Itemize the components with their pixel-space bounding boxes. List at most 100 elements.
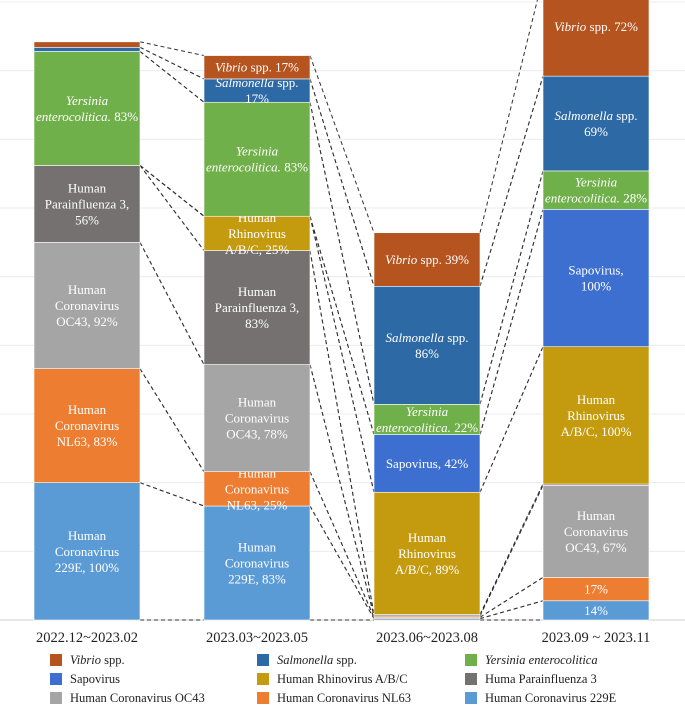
connector-line bbox=[479, 600, 544, 620]
bar-segment-vibrio-spp bbox=[203, 55, 311, 80]
data-label: Human Parainfluenza 3, 83% bbox=[215, 284, 299, 331]
data-label: Human Coronavirus OC43, 92% bbox=[55, 282, 119, 329]
connector-line bbox=[139, 368, 205, 472]
legend-label: Human Coronavirus NL63 bbox=[277, 690, 412, 705]
bar-segment-huma-parainfluenza-3 bbox=[33, 165, 141, 243]
connector-line bbox=[139, 165, 205, 217]
legend-swatch bbox=[257, 654, 269, 666]
bar-segment-human-coronavirus-oc43 bbox=[33, 242, 141, 369]
connector-line bbox=[139, 165, 205, 251]
bar-segment-sapovirus bbox=[373, 434, 481, 493]
legend-swatch bbox=[50, 673, 62, 685]
bars: Human Coronavirus 229E, 100% Human Coronavir… bbox=[33, 0, 650, 621]
data-label: Vibrio spp. 39% bbox=[385, 252, 469, 267]
bar-segment-human-coronavirus-nl63 bbox=[33, 368, 141, 483]
connector-line bbox=[479, 485, 544, 617]
legend-label: Huma Parainfluenza 3 bbox=[485, 671, 597, 686]
legend-label: Human Rhinovirus A/B/C bbox=[277, 671, 408, 686]
data-label: Yersinia enterocolitica. 83% bbox=[36, 93, 138, 124]
data-label: Human Coronavirus 229E, 100% bbox=[55, 528, 119, 575]
legend-swatch bbox=[465, 673, 477, 685]
data-label: Human Rhinovirus A/B/C, 89% bbox=[395, 530, 459, 577]
data-label: Human Coronavirus 229E, 83% bbox=[225, 540, 289, 587]
connector-line bbox=[139, 165, 205, 217]
legend-item-salmonella-spp: Salmonella spp. bbox=[257, 652, 357, 668]
bar-segment-vibrio-spp bbox=[542, 0, 650, 77]
legend-item-human-coronavirus-229e: Human Coronavirus 229E bbox=[465, 690, 616, 706]
connector-line bbox=[479, 346, 544, 493]
bar-segment-salmonella-spp bbox=[33, 47, 141, 52]
legend-label: Human Coronavirus OC43 bbox=[70, 690, 205, 705]
data-label: Salmonella spp. 69% bbox=[554, 108, 637, 139]
legend-swatch bbox=[465, 654, 477, 666]
data-label: Human Coronavirus OC43, 67% bbox=[564, 508, 628, 555]
legend-item-vibrio-spp: Vibrio spp. bbox=[50, 652, 125, 668]
bar-segment-yersinia-enterocolitica bbox=[373, 404, 481, 435]
x-tick-label: 2022.12~2023.02 bbox=[36, 630, 138, 646]
data-label: Yersinia enterocolitica. 83% bbox=[206, 144, 308, 175]
data-label: 17% bbox=[584, 582, 608, 597]
connector-line bbox=[309, 216, 375, 493]
legend-label: Salmonella spp. bbox=[277, 652, 357, 667]
legend-label: Human Coronavirus 229E bbox=[485, 690, 617, 705]
legend-item-human-rhinovirus-a-b-c: Human Rhinovirus A/B/C bbox=[257, 671, 408, 687]
legend-label: Yersinia enterocolitica bbox=[485, 652, 598, 667]
bar-segment-human-coronavirus-229e bbox=[33, 482, 141, 621]
connector-line bbox=[479, 577, 544, 618]
bar-segment-human-coronavirus-229e bbox=[203, 505, 311, 621]
connector-line bbox=[309, 78, 375, 287]
bar-segment-sapovirus bbox=[542, 209, 650, 348]
connector-line bbox=[139, 41, 205, 57]
data-label: 14% bbox=[584, 603, 608, 618]
connector-line bbox=[479, 483, 544, 615]
connector-line bbox=[309, 364, 375, 617]
connector-line bbox=[309, 216, 375, 435]
x-tick-label: 2023.06~2023.08 bbox=[376, 630, 478, 646]
connector-line bbox=[139, 482, 205, 507]
bar-segment-huma-parainfluenza-3 bbox=[203, 250, 311, 365]
bar-segment-yersinia-enterocolitica bbox=[203, 101, 311, 217]
connector-line bbox=[479, 76, 544, 287]
data-label: Human Parainfluenza 3, 56% bbox=[45, 180, 129, 227]
legend-swatch bbox=[50, 692, 62, 704]
bar-segment-vibrio-spp bbox=[373, 232, 481, 287]
data-label: Sapovirus, 42% bbox=[386, 456, 469, 471]
connector-line bbox=[479, 209, 544, 435]
legend-item-huma-parainfluenza-3: Huma Parainfluenza 3 bbox=[465, 671, 597, 687]
bar-segment-vibrio-spp bbox=[33, 41, 141, 48]
bar-segment-human-coronavirus-oc43 bbox=[203, 364, 311, 472]
connector-line bbox=[139, 165, 205, 217]
bar-segment-yersinia-enterocolitica bbox=[542, 170, 650, 210]
data-label: Yersinia enterocolitica. 28% bbox=[545, 175, 647, 206]
connector-line bbox=[309, 250, 375, 615]
bar-segment-human-rhinovirus-a-b-c bbox=[203, 215, 311, 251]
connector-line bbox=[309, 55, 375, 233]
legend-label: Vibrio spp. bbox=[70, 652, 125, 667]
x-tick-label: 2023.03~2023.05 bbox=[206, 630, 308, 646]
legend-swatch bbox=[257, 692, 269, 704]
data-label: Vibrio spp. 17% bbox=[215, 60, 299, 75]
bar-segment-yersinia-enterocolitica bbox=[33, 51, 141, 166]
stacked-bar-chart: Human Coronavirus 229E, 100% Human Coronavir… bbox=[0, 0, 685, 646]
connector-line bbox=[139, 51, 205, 103]
bar-segment-human-rhinovirus-a-b-c bbox=[373, 491, 481, 615]
bar-segment-human-coronavirus-oc43 bbox=[542, 485, 650, 578]
x-tick-label: 2023.09 ~ 2023.11 bbox=[542, 630, 651, 646]
connector-line bbox=[139, 242, 205, 365]
legend-swatch bbox=[50, 654, 62, 666]
data-label: Vibrio spp. 72% bbox=[554, 19, 638, 34]
connector-line bbox=[479, 76, 544, 287]
legend-label: Sapovirus bbox=[70, 671, 120, 686]
data-label: Sapovirus, 100% bbox=[568, 263, 623, 294]
data-label: Human Coronavirus OC43, 78% bbox=[225, 395, 289, 442]
legend-item-human-coronavirus-nl63: Human Coronavirus NL63 bbox=[257, 690, 411, 706]
data-label: Yersinia enterocolitica. 22% bbox=[376, 404, 478, 435]
x-axis-ticks: 2022.12~2023.02 2023.03~2023.05 2023.06~20… bbox=[36, 630, 650, 646]
legend-swatch bbox=[257, 673, 269, 685]
bar-segment-human-rhinovirus-a-b-c bbox=[542, 346, 650, 485]
connector-line bbox=[309, 471, 375, 618]
legend-item-human-coronavirus-oc43: Human Coronavirus OC43 bbox=[50, 690, 205, 706]
bar-segment-human-coronavirus-nl63 bbox=[203, 471, 311, 507]
connector-line bbox=[139, 165, 205, 217]
connector-line bbox=[139, 51, 205, 103]
